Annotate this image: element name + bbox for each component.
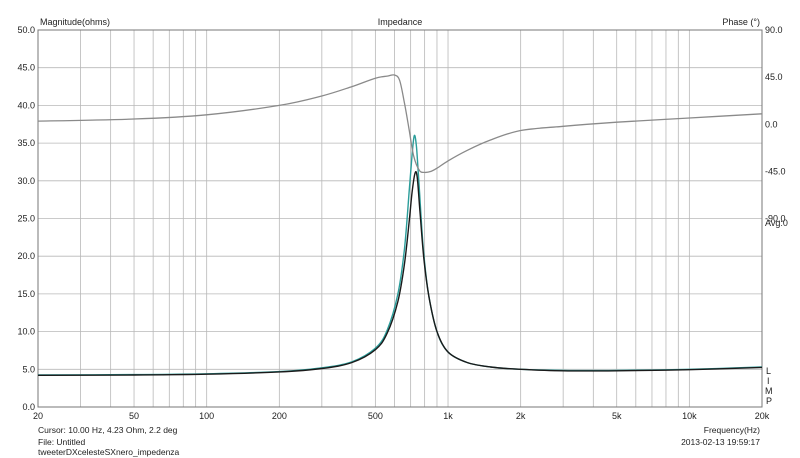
- right-axis-title: Phase (°): [722, 17, 760, 27]
- impedance-series-teal: [37, 134, 763, 376]
- x-tick-label: 5k: [612, 411, 622, 421]
- side-letter-p: P: [766, 396, 772, 406]
- y-left-tick-label: 0.0: [22, 402, 35, 412]
- y-left-tick-label: 40.0: [17, 100, 35, 110]
- chart-title: Impedance: [378, 17, 423, 27]
- y-left-tick-label: 30.0: [17, 176, 35, 186]
- y-right-tick-label: -90.0: [765, 214, 786, 224]
- y-left-tick-label: 50.0: [17, 25, 35, 35]
- timestamp: 2013-02-13 19:59:17: [681, 437, 760, 447]
- y-left-tick-label: 15.0: [17, 289, 35, 299]
- file-name: File: Untitled: [38, 437, 86, 447]
- impedance-series-black: [37, 170, 763, 376]
- left-axis-title: Magnitude(ohms): [40, 17, 110, 27]
- x-tick-label: 200: [272, 411, 287, 421]
- grid-lines: [38, 30, 762, 407]
- avg-label: Avg:0: [765, 218, 788, 228]
- y-right-tick-label: 90.0: [765, 25, 783, 35]
- side-letter-m: M: [765, 386, 773, 396]
- y-left-tick-label: 5.0: [22, 364, 35, 374]
- cursor-readout: Cursor: 10.00 Hz, 4.23 Ohm, 2.2 deg: [38, 425, 178, 435]
- axis-labels: 0.0 5.0 10.0 15.0 20.0 25.0 30.0 35.0 40.0 45.0 50…: [17, 25, 785, 421]
- side-letter-i: I: [767, 376, 770, 386]
- x-tick-label: 100: [199, 411, 214, 421]
- side-letter-l: L: [766, 366, 771, 376]
- y-left-tick-label: 45.0: [17, 63, 35, 73]
- y-left-tick-label: 10.0: [17, 327, 35, 337]
- plot-frame: [37, 29, 763, 408]
- phase-series-gray: [37, 74, 763, 174]
- trace-name: tweeterDXcelesteSXnero_impedenza: [38, 447, 180, 457]
- x-tick-label: 20k: [755, 411, 770, 421]
- y-right-tick-label: 45.0: [765, 72, 783, 82]
- x-tick-label: 10k: [682, 411, 697, 421]
- y-left-tick-label: 25.0: [17, 214, 35, 224]
- y-left-tick-label: 20.0: [17, 251, 35, 261]
- x-tick-label: 2k: [516, 411, 526, 421]
- x-tick-label: 20: [33, 411, 43, 421]
- x-axis-title: Frequency(Hz): [703, 425, 760, 435]
- y-right-tick-label: -45.0: [765, 166, 786, 176]
- y-left-tick-label: 35.0: [17, 138, 35, 148]
- y-right-tick-label: 0.0: [765, 119, 778, 129]
- series-layer: [37, 74, 763, 376]
- x-tick-label: 50: [129, 411, 139, 421]
- x-tick-label: 500: [368, 411, 383, 421]
- x-tick-label: 1k: [443, 411, 453, 421]
